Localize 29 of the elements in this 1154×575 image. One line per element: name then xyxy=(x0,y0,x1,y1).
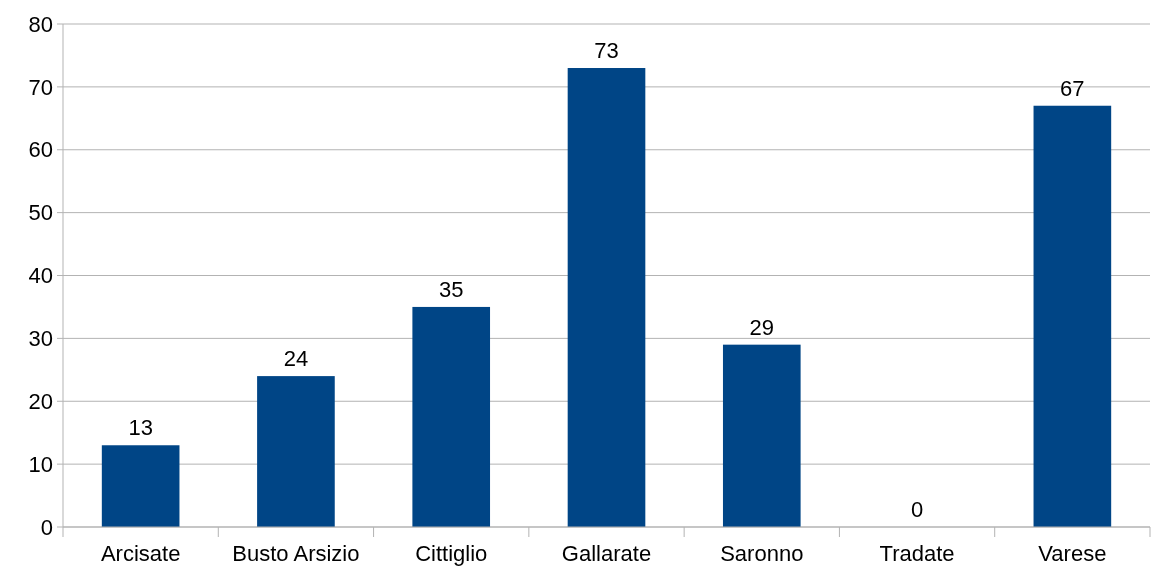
x-tick-label: Saronno xyxy=(720,541,804,566)
bar xyxy=(101,445,180,527)
x-tick-label: Cittiglio xyxy=(415,541,488,566)
bar xyxy=(257,376,335,527)
y-tick-label: 30 xyxy=(28,326,53,352)
data-label: 0 xyxy=(910,497,924,522)
y-tick-label: 70 xyxy=(28,74,53,100)
data-label: 35 xyxy=(438,276,464,302)
x-tick-label: Varese xyxy=(1038,541,1107,566)
y-tick-label: 80 xyxy=(28,11,53,37)
x-tick-label: Arcisate xyxy=(100,541,181,566)
data-label: 67 xyxy=(1060,75,1085,101)
data-label: 29 xyxy=(749,314,775,340)
y-tick-label: 50 xyxy=(28,200,53,226)
y-tick-label: 40 xyxy=(28,263,53,289)
x-tick-label: Busto Arsizio xyxy=(232,541,360,566)
bar xyxy=(412,306,491,527)
data-label: 24 xyxy=(283,346,309,372)
y-tick-label: 0 xyxy=(40,514,53,540)
data-label: 73 xyxy=(594,38,619,64)
y-tick-label: 60 xyxy=(28,137,53,163)
x-tick-label: Tradate xyxy=(879,541,955,566)
data-label: 13 xyxy=(128,415,153,441)
y-tick-label: 10 xyxy=(28,451,53,477)
bar xyxy=(722,344,801,527)
bar xyxy=(1033,105,1112,527)
y-tick-label: 20 xyxy=(28,388,53,414)
bar xyxy=(567,68,646,527)
x-tick-label: Gallarate xyxy=(561,541,652,566)
